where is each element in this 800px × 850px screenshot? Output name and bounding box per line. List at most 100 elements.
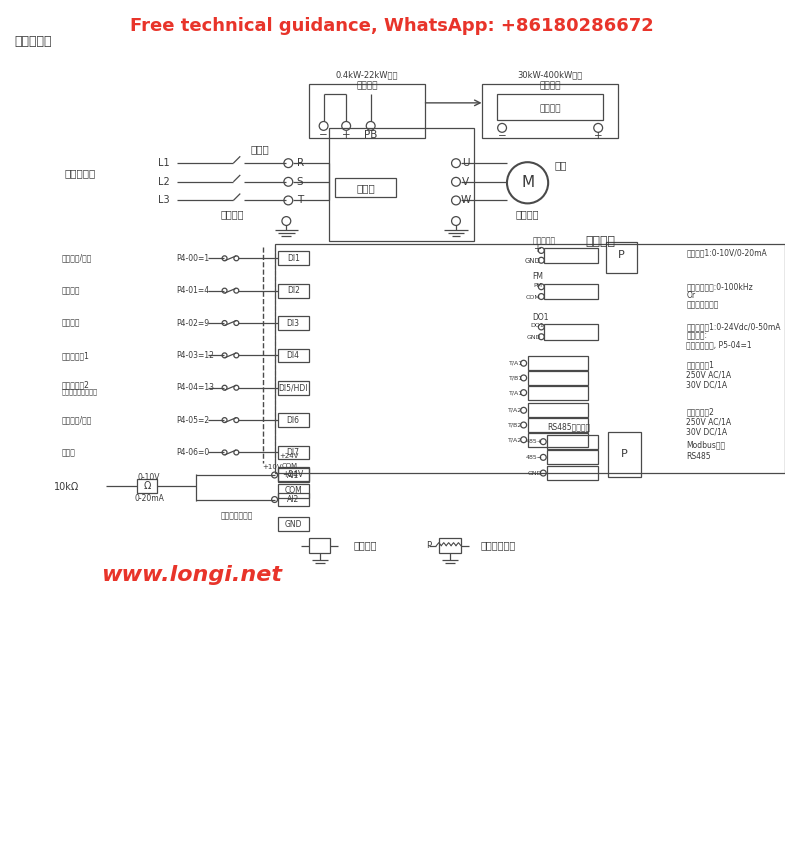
Text: P4-04=13: P4-04=13 <box>177 383 214 392</box>
Bar <box>335 178 396 197</box>
Bar <box>527 418 588 432</box>
Text: DI3: DI3 <box>286 319 300 327</box>
Text: +: + <box>342 130 350 139</box>
Text: R: R <box>297 158 304 168</box>
Text: 0.4kW-22kW机型: 0.4kW-22kW机型 <box>335 71 398 79</box>
Text: 485−: 485− <box>526 455 542 460</box>
Text: 多段速指令2: 多段速指令2 <box>62 380 90 389</box>
Text: 电机: 电机 <box>554 160 567 170</box>
Bar <box>278 316 309 330</box>
Bar <box>547 450 598 464</box>
Text: 无功能: 无功能 <box>62 448 76 457</box>
Text: AI1: AI1 <box>287 471 299 479</box>
Text: P: P <box>426 541 431 550</box>
Bar <box>278 493 309 507</box>
Text: COM: COM <box>282 463 298 469</box>
Text: 250V AC/1A: 250V AC/1A <box>686 417 731 427</box>
Text: RS485通讯端子: RS485通讯端子 <box>547 422 590 432</box>
Text: 可支持高速脉冲平率: 可支持高速脉冲平率 <box>62 388 98 395</box>
Text: 反转运行/停止: 反转运行/停止 <box>62 416 92 425</box>
Text: M: M <box>521 175 534 190</box>
Text: P: P <box>622 450 628 459</box>
Text: Free technical guidance, WhatsApp: +86180286672: Free technical guidance, WhatsApp: +8618… <box>130 17 654 35</box>
Bar <box>309 84 425 138</box>
Bar <box>278 468 309 481</box>
Text: COM: COM <box>284 486 302 496</box>
Text: −: − <box>498 131 506 141</box>
Bar <box>527 386 588 400</box>
Text: 0-10V: 0-10V <box>138 473 160 483</box>
Bar <box>544 284 598 299</box>
Text: W: W <box>461 196 471 206</box>
Bar <box>439 538 461 553</box>
Bar <box>278 517 309 531</box>
Text: 多段速指令1: 多段速指令1 <box>62 351 90 360</box>
Text: 脉冲序列输出:0-100kHz: 脉冲序列输出:0-100kHz <box>686 282 753 292</box>
Bar <box>497 94 603 120</box>
Text: 三相交流电: 三相交流电 <box>65 168 96 178</box>
Text: 主回路: 主回路 <box>356 183 375 193</box>
Text: 制动单元: 制动单元 <box>539 105 561 113</box>
Bar <box>138 479 157 493</box>
Text: T/A1: T/A1 <box>509 360 522 366</box>
Text: 断路器: 断路器 <box>250 144 270 155</box>
Text: Modbus通讯: Modbus通讯 <box>686 440 726 449</box>
Text: 制动电阻: 制动电阻 <box>539 82 561 90</box>
Text: −: − <box>319 130 328 139</box>
Text: FM: FM <box>533 273 543 281</box>
Bar <box>544 247 598 264</box>
Bar <box>278 252 309 265</box>
Bar <box>547 466 598 480</box>
Text: 变频器运行中, P5-04=1: 变频器运行中, P5-04=1 <box>686 340 752 349</box>
Bar <box>278 484 309 497</box>
Bar <box>544 324 598 340</box>
Text: 模拟输出1:0-10V/0-20mA: 模拟输出1:0-10V/0-20mA <box>686 248 767 257</box>
Text: 故障复位: 故障复位 <box>62 319 80 327</box>
Text: 正转运行/停止: 正转运行/停止 <box>62 254 92 263</box>
Text: 30kW-400kW机型: 30kW-400kW机型 <box>518 71 582 79</box>
Text: L1: L1 <box>158 158 170 168</box>
Bar <box>278 445 309 459</box>
Text: 双绞屏蔽电缆: 双绞屏蔽电缆 <box>481 541 516 551</box>
Text: COM: COM <box>526 295 541 300</box>
Text: www.longi.net: www.longi.net <box>101 565 282 585</box>
Text: GND: GND <box>528 471 542 475</box>
Text: 30V DC/1A: 30V DC/1A <box>686 428 727 436</box>
Text: 250V AC/1A: 250V AC/1A <box>686 371 731 379</box>
Text: +: + <box>534 245 542 254</box>
Text: 485+: 485+ <box>526 439 542 445</box>
Text: T/A1: T/A1 <box>509 390 522 395</box>
Bar <box>608 432 642 477</box>
Text: P4-03=12: P4-03=12 <box>177 351 214 360</box>
Text: DI5/HDI: DI5/HDI <box>278 383 308 392</box>
Text: P4-05=2: P4-05=2 <box>177 416 210 425</box>
Text: 集电极开路输出: 集电极开路输出 <box>686 300 719 309</box>
Text: P4-01=4: P4-01=4 <box>177 286 210 295</box>
Text: DO1: DO1 <box>530 324 544 328</box>
Text: DI1: DI1 <box>286 254 300 263</box>
Text: P4-00=1: P4-00=1 <box>177 254 210 263</box>
Text: DO1: DO1 <box>533 313 549 321</box>
Text: 继电器输出1: 继电器输出1 <box>686 360 714 370</box>
Bar <box>606 241 638 273</box>
Text: T/A2: T/A2 <box>509 408 522 413</box>
Text: 端子接线图: 端子接线图 <box>14 35 52 48</box>
Text: P: P <box>618 251 625 260</box>
Bar <box>527 371 588 385</box>
Text: 控制回路: 控制回路 <box>585 235 615 248</box>
Text: T/B1: T/B1 <box>509 376 522 381</box>
Text: +24V: +24V <box>282 469 304 479</box>
Text: DI7: DI7 <box>286 448 300 457</box>
Text: 屏蔽电缆: 屏蔽电缆 <box>353 541 377 551</box>
Text: 电机接地: 电机接地 <box>516 209 539 219</box>
Text: V: V <box>462 177 470 187</box>
Text: L3: L3 <box>158 196 170 206</box>
Text: 30V DC/1A: 30V DC/1A <box>686 380 727 389</box>
Bar <box>278 468 309 482</box>
Bar <box>547 435 598 449</box>
Bar <box>527 356 588 370</box>
Text: 电源接地: 电源接地 <box>221 209 244 219</box>
Bar <box>274 244 785 473</box>
Text: 模拟输出口: 模拟输出口 <box>533 236 556 245</box>
Bar <box>278 284 309 298</box>
